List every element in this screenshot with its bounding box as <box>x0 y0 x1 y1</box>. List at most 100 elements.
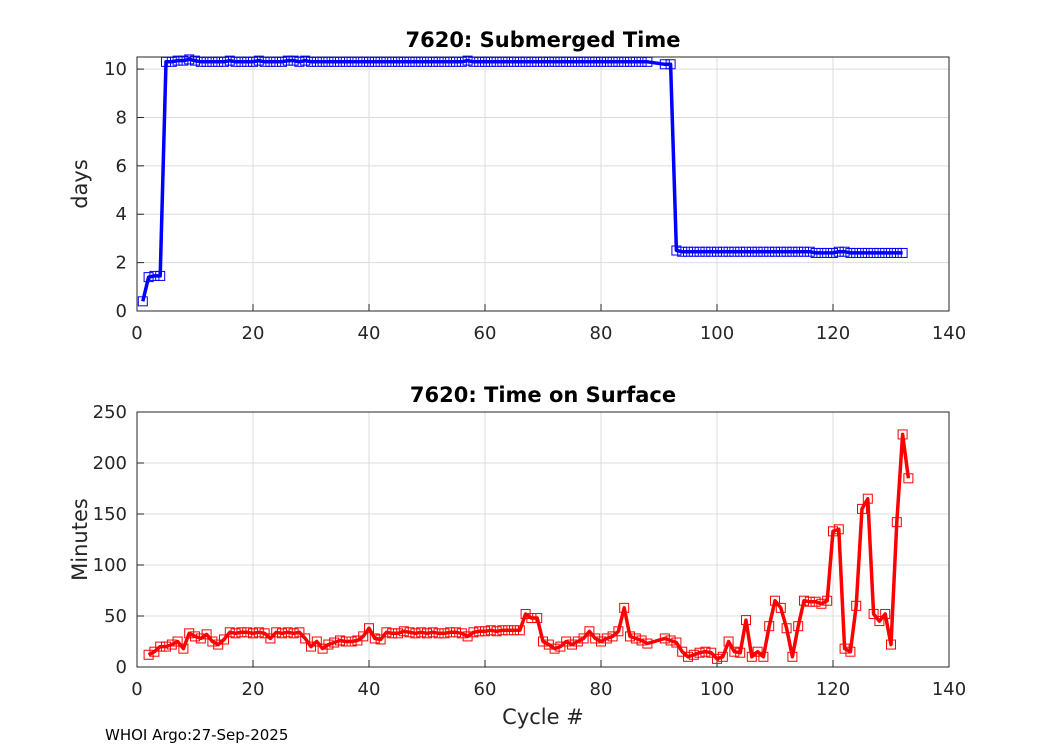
data-point-marker <box>851 247 862 258</box>
data-point-marker <box>642 56 653 67</box>
data-point-marker <box>538 636 548 647</box>
data-point-marker <box>723 246 734 257</box>
data-point-marker <box>886 639 896 650</box>
data-point-marker <box>224 55 235 66</box>
data-point-marker <box>340 56 351 67</box>
data-point-marker <box>793 621 804 632</box>
data-point-marker <box>236 627 247 638</box>
data-point-marker <box>317 56 328 67</box>
data-point-marker <box>590 56 601 67</box>
data-point-marker <box>903 473 914 484</box>
data-point-marker <box>462 55 473 66</box>
data-point-marker <box>248 628 258 639</box>
data-point-marker <box>683 246 693 257</box>
data-point-marker <box>688 649 699 660</box>
x-tick-label: 0 <box>131 679 142 700</box>
data-point-marker <box>375 56 386 67</box>
data-point-marker <box>213 639 224 650</box>
x-tick-label: 80 <box>590 323 613 344</box>
plot-area <box>137 412 949 667</box>
data-point-marker <box>416 627 427 638</box>
data-point-marker <box>248 56 258 67</box>
data-point-marker <box>671 637 682 648</box>
data-point-marker <box>741 615 751 626</box>
x-axis-label: Cycle # <box>502 705 584 729</box>
data-point-marker <box>619 56 630 67</box>
data-point-marker <box>700 246 711 257</box>
data-point-marker <box>381 627 392 638</box>
data-point-marker <box>143 272 154 283</box>
data-point-marker <box>833 246 844 257</box>
data-point-marker <box>764 246 775 257</box>
data-point-marker <box>862 247 873 258</box>
data-point-marker <box>503 56 514 67</box>
data-point-marker <box>485 625 496 636</box>
data-point-marker <box>242 56 253 67</box>
data-point-marker <box>364 623 374 634</box>
data-point-marker <box>625 631 635 642</box>
data-point-marker <box>694 246 705 257</box>
data-point-marker <box>288 55 299 66</box>
data-point-marker <box>172 636 183 647</box>
y-tick-label: 4 <box>116 204 127 225</box>
data-point-marker <box>717 246 728 257</box>
data-point-marker <box>253 55 264 66</box>
data-point-marker <box>230 628 241 639</box>
y-tick-label: 2 <box>116 253 127 274</box>
y-axis-label: Minutes <box>68 498 92 581</box>
data-point-marker <box>190 631 200 642</box>
data-point-marker <box>735 647 746 658</box>
data-point-marker <box>224 627 235 638</box>
data-point-marker <box>857 503 867 514</box>
data-point-marker <box>596 56 606 67</box>
data-point-marker <box>810 247 821 258</box>
y-axis-label: days <box>68 159 92 209</box>
y-tick-label: 0 <box>116 301 127 322</box>
data-point-marker <box>874 247 885 258</box>
data-point-marker <box>451 627 461 638</box>
data-point-marker <box>335 635 345 646</box>
data-point-marker <box>323 639 334 650</box>
data-point-marker <box>439 56 450 67</box>
data-point-marker <box>752 646 763 657</box>
time-on-surface-chart: 0 20 40 60 80 100 120 140 0 50 100 150 200 250 7620: T… <box>68 383 966 729</box>
data-point-marker <box>839 643 850 654</box>
data-point-marker <box>219 56 229 67</box>
data-point-marker <box>433 56 444 67</box>
x-tick-label: 80 <box>590 679 613 700</box>
data-point-marker <box>398 626 409 637</box>
data-point-marker <box>584 56 595 67</box>
data-point-marker <box>613 56 624 67</box>
x-tick-label: 20 <box>242 323 265 344</box>
data-point-marker <box>659 633 670 644</box>
series-line <box>147 432 911 661</box>
data-point-marker <box>201 629 212 640</box>
data-point-marker <box>799 246 809 257</box>
data-point-marker <box>607 56 618 67</box>
plot-area <box>137 57 949 311</box>
data-point-marker <box>178 55 189 66</box>
data-point-marker <box>775 602 786 613</box>
data-point-marker <box>746 246 757 257</box>
data-point-marker <box>665 635 676 646</box>
data-point-marker <box>816 598 827 609</box>
data-point-marker <box>236 56 247 67</box>
data-point-marker <box>282 627 293 638</box>
data-point-marker <box>625 56 635 67</box>
data-point-marker <box>497 625 508 636</box>
data-point-marker <box>242 627 253 638</box>
data-point-marker <box>352 56 363 67</box>
data-point-marker <box>799 595 809 606</box>
data-point-marker <box>166 639 177 650</box>
footer-text: WHOI Argo:27-Sep-2025 <box>105 726 288 744</box>
data-point-marker <box>659 59 670 70</box>
data-point-marker <box>828 247 838 258</box>
x-tick-label: 60 <box>474 323 497 344</box>
data-point-marker <box>503 625 514 636</box>
data-point-marker <box>596 636 606 647</box>
data-point-marker <box>427 627 438 638</box>
data-point-marker <box>538 56 548 67</box>
data-point-marker <box>520 56 531 67</box>
data-point-marker <box>456 56 467 67</box>
